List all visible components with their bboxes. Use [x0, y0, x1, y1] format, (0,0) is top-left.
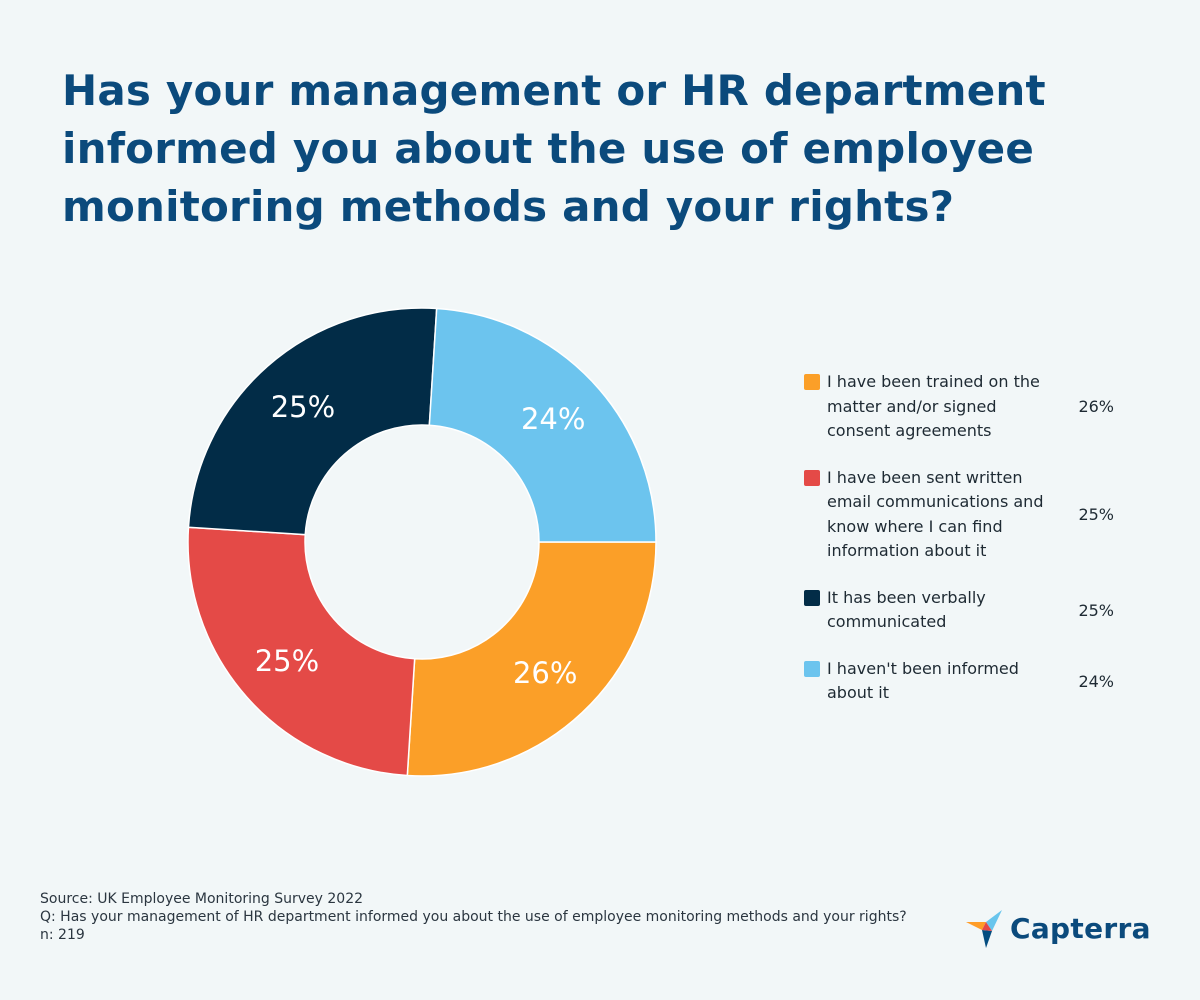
legend-item-not-informed: I haven't been informed about it 24%: [804, 657, 1114, 706]
legend-value: 25%: [1078, 505, 1114, 524]
legend-item-email: I have been sent written email communica…: [804, 466, 1114, 564]
legend-label: I have been trained on the matter and/or…: [827, 372, 1040, 440]
slice-label-verbal: 25%: [271, 390, 335, 424]
donut-chart: 26% 25% 25% 24%: [187, 307, 657, 777]
legend-value: 26%: [1078, 397, 1114, 417]
sample-size-note: n: 219: [40, 927, 85, 943]
legend-swatch: [804, 469, 820, 486]
question-note: Q: Has your management of HR department …: [40, 909, 907, 925]
slice-email: [187, 526, 416, 777]
legend-swatch: [804, 589, 820, 606]
legend-label: I haven't been informed about it: [827, 658, 1019, 703]
legend-label: I have been sent written email communica…: [827, 467, 1044, 561]
slice-label-not-informed: 24%: [521, 402, 585, 436]
source-note: Source: UK Employee Monitoring Survey 20…: [40, 891, 364, 907]
slice-verbal: [187, 307, 438, 536]
legend-item-verbal: It has been verbally communicated 25%: [804, 586, 1114, 635]
slice-trained: [406, 541, 657, 777]
legend-swatch: [804, 374, 820, 390]
logo-text: Capterra: [1010, 911, 1151, 945]
slice-label-trained: 26%: [513, 656, 577, 690]
legend-value: 25%: [1078, 600, 1114, 620]
legend: I have been trained on the matter and/or…: [804, 370, 1114, 728]
capterra-logo-icon: [966, 910, 1002, 948]
capterra-logo: Capterra: [966, 908, 1151, 948]
footer-notes: Source: UK Employee Monitoring Survey 20…: [40, 890, 920, 944]
legend-value: 24%: [1078, 671, 1114, 691]
legend-item-trained: I have been trained on the matter and/or…: [804, 370, 1114, 444]
chart-title: Has your management or HR department inf…: [62, 66, 1046, 231]
legend-swatch: [804, 660, 820, 677]
slice-not-informed: [428, 307, 657, 543]
legend-label: It has been verbally communicated: [827, 587, 986, 632]
slice-label-email: 25%: [255, 644, 319, 678]
